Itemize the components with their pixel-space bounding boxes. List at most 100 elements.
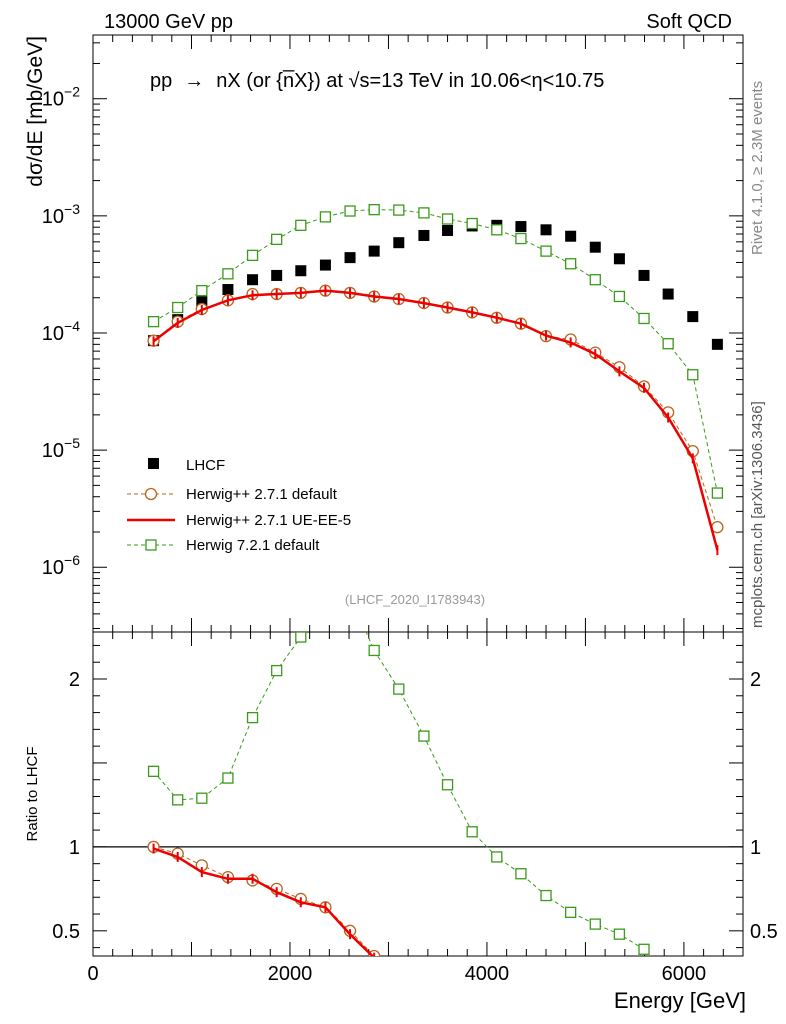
ratio-point-herwig-7-2-1-default bbox=[565, 906, 577, 919]
y-tick-label-main: 10−2 bbox=[42, 84, 80, 111]
main-point-herwig-7-2-1-default bbox=[222, 268, 234, 280]
legend-label-lhcf: LHCF bbox=[186, 457, 225, 474]
main-point-herwig-7-2-1-default bbox=[441, 213, 454, 225]
legend-label-herwig7: Herwig 7.2.1 default bbox=[186, 537, 320, 554]
main-point-lhcf bbox=[319, 259, 331, 271]
y-tick-label-ratio-right: 0.5 bbox=[750, 921, 778, 943]
main-series-group bbox=[147, 203, 724, 556]
main-point-herwig-7-2-1-default bbox=[711, 487, 724, 499]
y-tick-label-ratio-left: 2 bbox=[69, 669, 80, 691]
main-point-lhcf bbox=[515, 221, 527, 233]
main-point-lhcf bbox=[368, 245, 380, 257]
main-point-lhcf bbox=[540, 224, 552, 236]
legend: LHCF Herwig++ 2.7.1 default Herwig++ 2.7… bbox=[127, 457, 351, 554]
title-rest: nX (or {n̅X}) at √s=13 TeV in 10.06<η<10… bbox=[216, 69, 604, 92]
main-point-herwig-7-2-1-default bbox=[589, 274, 601, 286]
ratio-line-herwig-2-7-1-ue-ee-5 bbox=[153, 847, 375, 956]
y-tick-label-ratio-right: 2 bbox=[750, 669, 761, 691]
main-point-herwig-7-2-1-default bbox=[662, 338, 674, 350]
main-point-herwig-7-2-1-default bbox=[196, 284, 208, 297]
main-point-lhcf bbox=[662, 288, 674, 300]
main-point-herwig-7-2-1-default bbox=[491, 224, 503, 236]
ratio-point-herwig-7-2-1-default bbox=[638, 943, 650, 955]
main-line-herwig-7-2-1-default bbox=[153, 209, 718, 494]
ratio-point-herwig-7-2-1-default bbox=[320, 593, 330, 603]
main-point-lhcf bbox=[711, 338, 723, 350]
ratio-point-herwig-7-2-1-default bbox=[172, 794, 184, 806]
main-point-lhcf bbox=[613, 253, 625, 265]
x-tick-label: 2000 bbox=[268, 963, 313, 985]
y-tick-label-ratio-left: 1 bbox=[69, 837, 80, 859]
main-point-herwig-7-2-1-default bbox=[540, 245, 552, 257]
main-point-herwig-7-2-1-default bbox=[147, 315, 160, 328]
main-point-lhcf bbox=[565, 230, 577, 242]
ratio-point-herwig-7-2-1-default bbox=[368, 644, 380, 657]
ratio-point-herwig-7-2-1-default bbox=[466, 826, 478, 838]
main-point-lhcf bbox=[687, 311, 699, 323]
ratio-point-herwig-7-2-1-default bbox=[418, 730, 430, 742]
ratio-point-herwig-7-2-1-default bbox=[589, 918, 601, 930]
ratio-point-herwig-7-2-1-default bbox=[295, 632, 307, 643]
main-point-lhcf bbox=[638, 269, 650, 281]
ratio-point-herwig-7-2-1-default bbox=[196, 792, 208, 804]
main-point-herwig-7-2-1-default bbox=[515, 232, 527, 245]
legend-marker-herwig7 bbox=[145, 539, 157, 551]
ratio-point-herwig-7-2-1-default bbox=[271, 664, 283, 677]
rivet-version-label: Rivet 4.1.0, ≥ 2.3M events bbox=[749, 81, 766, 255]
main-point-lhcf bbox=[418, 229, 430, 241]
main-point-herwig-7-2-1-default bbox=[295, 219, 307, 231]
plot-title: pp → nX (or {n̅X}) at √s=13 TeV in 10.06<η… bbox=[150, 69, 604, 92]
ratio-point-herwig-7-2-1-default bbox=[540, 889, 552, 902]
x-axis-label: Energy [GeV] bbox=[614, 988, 746, 1013]
main-point-herwig-7-2-1-default bbox=[246, 249, 259, 262]
ratio-point-herwig-7-2-1-default bbox=[393, 683, 405, 695]
y-axis-label-ratio: Ratio to LHCF bbox=[24, 746, 41, 841]
main-point-herwig-7-2-1-default bbox=[393, 204, 405, 216]
legend-marker-herwigpp-default bbox=[144, 487, 158, 501]
y-axis-label-main: dσ/dE [mb/GeV] bbox=[24, 36, 47, 187]
ratio-line-herwig-7-2-1-default bbox=[153, 632, 645, 950]
x-tick-label: 4000 bbox=[465, 963, 510, 985]
main-point-herwig-7-2-1-default bbox=[565, 258, 577, 270]
main-point-lhcf bbox=[442, 224, 454, 236]
y-tick-label-main: 10−3 bbox=[42, 201, 80, 228]
main-line-herwig-2-7-1-ue-ee-5 bbox=[152, 289, 719, 551]
ratio-point-herwig-7-2-1-default bbox=[246, 711, 259, 724]
ratio-point-herwig-7-2-1-default bbox=[222, 772, 234, 784]
main-point-herwig-7-2-1-default bbox=[418, 207, 430, 219]
ratio-point-herwig-7-2-1-default bbox=[441, 779, 454, 791]
title-pp: pp bbox=[150, 70, 172, 92]
main-point-herwig-7-2-1-default bbox=[687, 369, 699, 381]
y-tick-label-ratio-left: 0.5 bbox=[52, 921, 80, 943]
x-tick-label: 6000 bbox=[662, 963, 707, 985]
legend-label-herwigpp-default: Herwig++ 2.7.1 default bbox=[186, 486, 338, 503]
analysis-watermark: (LHCF_2020_I1783943) bbox=[345, 592, 485, 607]
main-point-herwig-7-2-1-default bbox=[319, 211, 332, 223]
main-point-herwig-7-2-1-default bbox=[613, 290, 626, 303]
main-point-lhcf bbox=[295, 265, 307, 277]
main-point-lhcf bbox=[196, 296, 208, 308]
y-tick-label-main: 10−5 bbox=[42, 435, 80, 462]
main-point-lhcf bbox=[393, 237, 405, 249]
legend-marker-lhcf bbox=[148, 458, 159, 469]
y-tick-label-main: 10−4 bbox=[42, 318, 80, 345]
ratio-point-herwig-7-2-1-default bbox=[491, 851, 503, 863]
mcplots-reference-label: mcplots.cern.ch [arXiv:1306.3436] bbox=[749, 401, 766, 628]
axes-group: 10−6 10−5 10−4 10−3 10−2 0 2000 4000 6000 0.5 0.5 1… bbox=[42, 35, 778, 985]
ratio-point-herwig-7-2-1-default bbox=[515, 868, 527, 880]
legend-label-herwigpp-ue: Herwig++ 2.7.1 UE-EE-5 bbox=[186, 512, 351, 529]
main-point-lhcf bbox=[222, 284, 234, 296]
main-point-lhcf bbox=[271, 269, 283, 281]
main-point-herwig-7-2-1-default bbox=[172, 301, 184, 314]
ratio-series-group bbox=[147, 593, 650, 956]
header-left-label: 13000 GeV pp bbox=[104, 11, 233, 33]
main-point-lhcf bbox=[247, 274, 259, 286]
ratio-line-herwig-2-7-1-default bbox=[153, 846, 375, 956]
x-tick-label: 0 bbox=[87, 963, 98, 985]
y-tick-label-main: 10−6 bbox=[42, 552, 80, 579]
ratio-plot-frame bbox=[92, 631, 744, 957]
main-point-herwig-7-2-1-default bbox=[368, 203, 380, 216]
ratio-point-herwig-7-2-1-default bbox=[613, 928, 626, 940]
main-point-lhcf bbox=[344, 252, 356, 264]
